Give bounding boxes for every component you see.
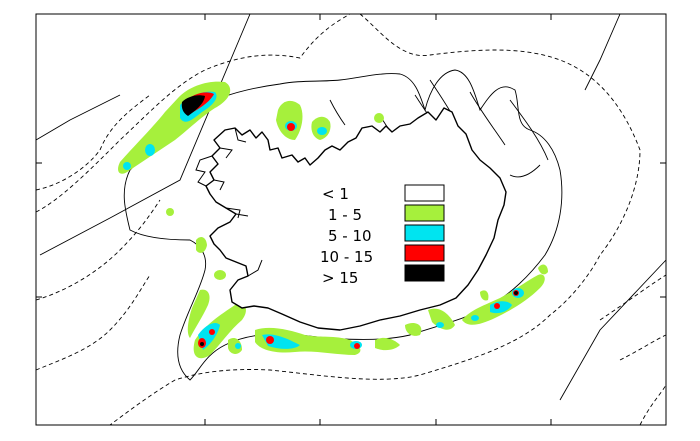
west-dashed-contour — [35, 94, 151, 371]
westfjords-detail — [195, 127, 263, 277]
outer-depth-contour — [35, 13, 641, 426]
southeast-dashed-contour — [599, 274, 667, 426]
legend-swatch-1 — [404, 184, 445, 202]
legend-label-2: 1 - 5 — [328, 206, 362, 224]
legend-label-5: > 15 — [322, 269, 358, 287]
legend-label-4: 10 - 15 — [320, 248, 373, 266]
axis-ticks — [36, 14, 666, 425]
legend-label-1: < 1 — [322, 185, 349, 203]
legend-swatch-3 — [404, 224, 445, 242]
legend-swatch-4 — [404, 244, 445, 262]
legend-label-3: 5 - 10 — [328, 227, 372, 245]
map-frame — [35, 13, 667, 426]
legend: < 1 1 - 5 5 - 10 10 - 15 > 15 — [320, 184, 445, 287]
legend-swatch-5 — [404, 264, 445, 282]
legend-swatch-2 — [404, 204, 445, 222]
class-gt-15-patches — [181, 95, 518, 346]
shelf-contour — [123, 69, 563, 381]
